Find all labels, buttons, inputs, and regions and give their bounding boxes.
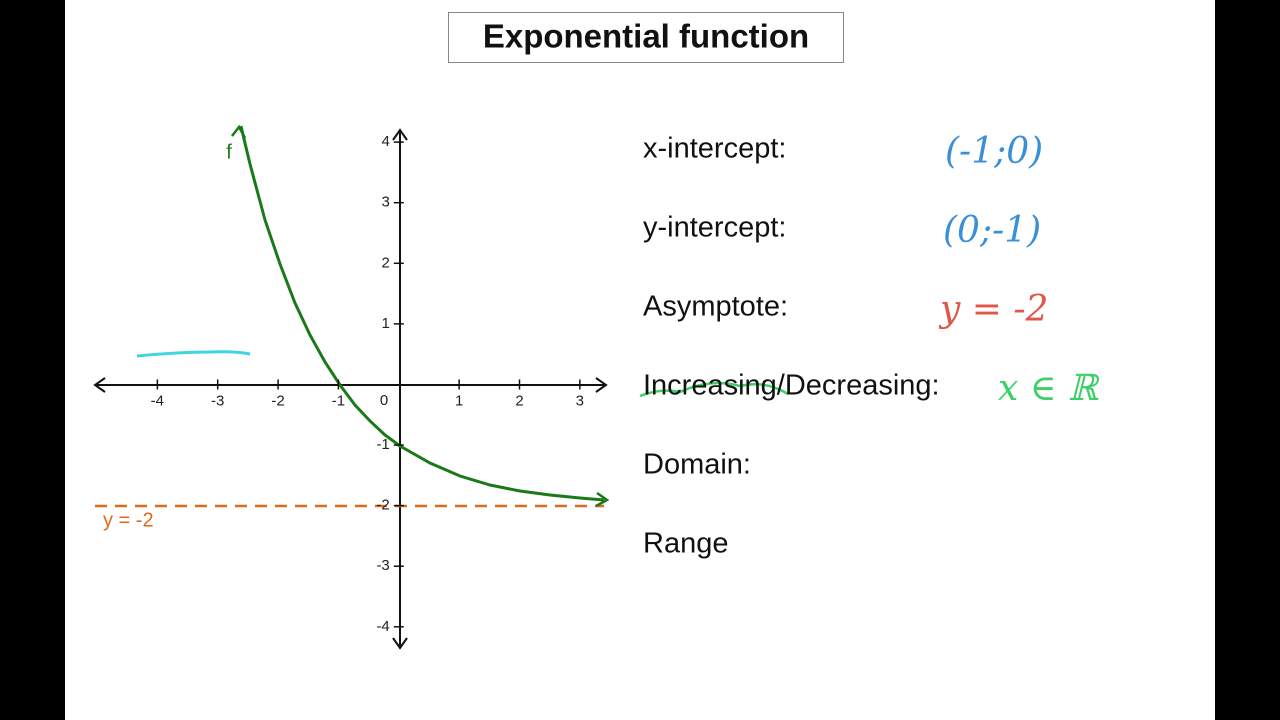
y-tick-label: 2 — [381, 254, 389, 271]
x-tick-label: 1 — [455, 392, 463, 409]
x-tick-label: 3 — [576, 392, 584, 409]
x-tick-label: 2 — [515, 392, 523, 409]
scribble — [136, 350, 251, 358]
property-label: x-intercept: — [643, 133, 786, 165]
y-tick-label: -2 — [376, 497, 389, 514]
handwritten-answer: (0;-1) — [943, 210, 1041, 251]
function-curve — [239, 125, 605, 502]
y-tick-label: -1 — [376, 436, 389, 453]
x-arrows — [93, 377, 608, 393]
title: Exponential function — [483, 18, 809, 55]
y-tick-label: 3 — [381, 194, 389, 211]
y-tick-label: -4 — [376, 618, 389, 635]
property-label: y-intercept: — [643, 212, 786, 244]
slide — [65, 0, 1215, 720]
handwritten-answer: y = -2 — [938, 289, 1048, 330]
asymptote-label: y = -2 — [103, 509, 154, 531]
y-tick-label: -3 — [376, 557, 389, 574]
y-tick-label: 1 — [381, 315, 389, 332]
handwritten-answer: (-1;0) — [945, 131, 1043, 172]
x-tick-label: -3 — [211, 392, 224, 409]
y-tick-label: 4 — [381, 133, 389, 150]
x-tick-label: -4 — [151, 392, 164, 409]
origin-label: 0 — [380, 392, 388, 409]
title-box — [448, 12, 844, 63]
y-arrows — [392, 128, 408, 650]
handwritten-answer: x ∈ ℝ — [998, 368, 1100, 409]
strike-scribble — [639, 381, 789, 398]
property-label: Asymptote: — [643, 291, 788, 323]
x-tick-label: -2 — [271, 392, 284, 409]
property-label: Domain: — [643, 449, 751, 481]
curve-arrows — [231, 124, 610, 508]
property-label: Increasing/Decreasing: — [643, 370, 940, 402]
property-label: Range — [643, 528, 728, 560]
x-tick-label: -1 — [332, 392, 345, 409]
function-label: f — [226, 141, 232, 163]
